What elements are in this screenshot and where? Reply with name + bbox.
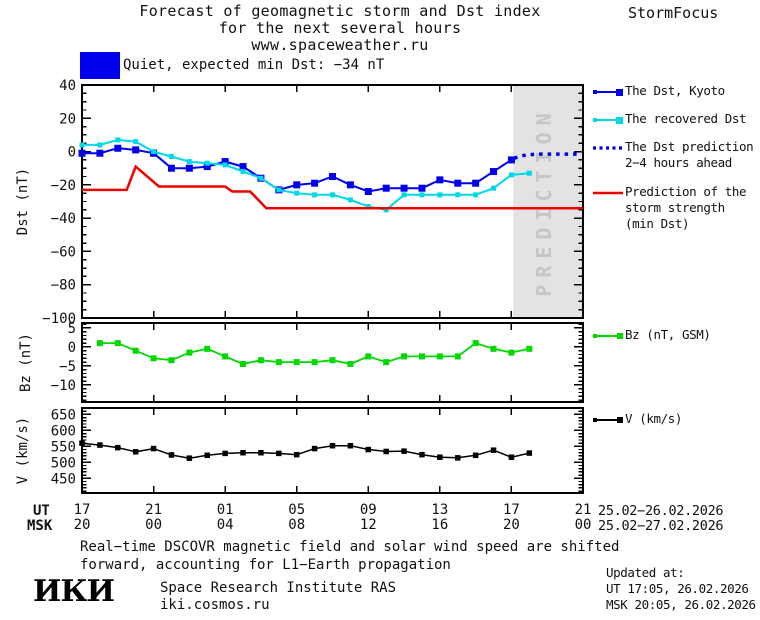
msk-tick-label: 12 [360,517,377,533]
storm-status-row: Quiet, expected min Dst: −34 nT [80,52,384,79]
dst-kyoto-legend-marker [593,89,623,96]
title-line-1: Forecast of geomagnetic storm and Dst in… [139,2,541,20]
chart-title: Forecast of geomagnetic storm and Dst in… [0,3,680,54]
dst-ytick-label: −100 [42,311,76,327]
v-ytick-label: 550 [51,439,76,455]
legend-item-storm-strength: Prediction of the storm strength (min Ds… [593,184,747,232]
ut-tick-label: 21 [575,502,592,518]
dst-ytick-label: 40 [59,78,76,94]
institute-site: iki.cosmos.ru [160,597,270,613]
v-ytick-label: 450 [51,471,76,487]
v-ytick-label: 600 [51,423,76,439]
dst-ytick-label: −80 [51,278,76,294]
dst-ytick-label: 20 [59,111,76,127]
dst-axis-title: Dst (nT) [15,168,31,235]
dst-ytick-label: −40 [51,211,76,227]
footnote: Real−time DSCOVR magnetic field and sola… [80,539,620,573]
series-the-dst-prediction-2-4-hours-ahead [513,152,578,160]
institute-block: Space Research Institute RAS iki.cosmos.… [160,580,396,614]
updated-ut: UT 17:05, 26.02.2026 [606,581,749,596]
bz-ytick-label: 5 [68,321,76,337]
legend-item-v: V (km/s) [593,411,682,427]
updated-label: Updated at: [606,565,685,580]
msk-tick-label: 20 [74,517,91,533]
v-legend-marker [593,417,623,423]
bz-legend-marker [593,333,623,339]
bz-ytick-label: −10 [51,378,76,394]
title-url: www.spaceweather.ru [251,36,429,54]
bz-axis-title: Bz (nT) [18,333,34,392]
legend-label: The Dst, Kyoto [625,83,725,98]
ut-tick-label: 21 [145,502,162,518]
legend-label: V (km/s) [625,411,683,426]
title-line-2: for the next several hours [218,19,462,37]
msk-tick-label: 08 [288,517,305,533]
brand-label: StormFocus [628,4,719,22]
legend-item-dst-recovered: The recovered Dst [593,111,747,127]
legend-item-dst-prediction: The Dst prediction 2−4 hours ahead [593,139,754,171]
msk-row-header: MSK [27,518,53,534]
ut-date-range: 25.02−26.02.2026 [598,503,724,519]
v-ytick-label: 500 [51,455,76,471]
bz-panel: 5 0 −5 −10 Bz (nT) [18,321,584,403]
bz-ytick-label: 0 [68,340,76,356]
dst-ytick-label: −60 [51,244,76,260]
ut-tick-label: 01 [217,502,234,518]
dst-prediction-legend-marker [593,146,623,150]
status-label: Quiet, expected min Dst: −34 nT [123,57,385,73]
legend-label: The Dst prediction 2−4 hours ahead [625,139,754,170]
status-color-box [80,52,120,79]
msk-tick-label: 00 [575,517,592,533]
ut-tick-label: 05 [288,502,305,518]
msk-tick-label: 16 [431,517,448,533]
msk-tick-label: 04 [217,517,234,533]
storm-strength-legend-marker [593,191,623,195]
legend-label: The recovered Dst [625,111,747,126]
ut-tick-label: 17 [74,502,91,518]
v-ytick-label: 650 [51,407,76,423]
series-v-km-s [79,440,533,461]
ut-tick-label: 17 [503,502,520,518]
msk-tick-label: 20 [503,517,520,533]
ut-tick-label: 09 [360,502,377,518]
ut-tick-label: 13 [431,502,448,518]
series-prediction-of-the-storm-strength-min-dst [82,164,583,210]
bz-ytick-label: −5 [59,359,76,375]
prediction-band-label: PREDICTION [532,106,556,296]
legend-item-dst-kyoto: The Dst, Kyoto [593,83,725,99]
updated-block: Updated at: UT 17:05, 26.02.2026 MSK 20:… [606,565,756,613]
dst-ytick-label: 0 [68,145,76,161]
legend: The Dst, Kyoto The recovered Dst The Dst… [593,0,760,460]
iki-logo: ИКИ [33,574,115,609]
ut-row-header: UT [33,503,50,519]
msk-tick-label: 00 [145,517,162,533]
series-bz-nt-gsm [96,340,533,368]
prediction-band [513,86,582,317]
dst-recovered-legend-marker [593,117,623,124]
dst-panel: PREDICTION 40 20 0 −20 −40 −60 −80 −100 Dst (nT) [15,78,584,327]
legend-label: Prediction of the storm strength (min Ds… [625,184,747,231]
series-the-recovered-dst [79,137,532,213]
institute-name: Space Research Institute RAS [160,580,397,596]
updated-msk: MSK 20:05, 26.02.2026 [606,597,756,612]
legend-item-bz: Bz (nT, GSM) [593,327,711,343]
series-the-dst-kyoto [78,144,515,196]
legend-label: Bz (nT, GSM) [625,327,711,342]
msk-date-range: 25.02−27.02.2026 [598,518,724,534]
dst-ytick-label: −20 [51,178,76,194]
v-axis-title: V (km/s) [15,417,31,484]
